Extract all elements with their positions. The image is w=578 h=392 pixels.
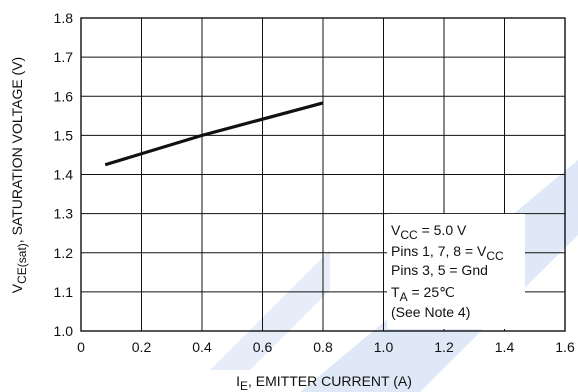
x-tick-label: 1.0 <box>374 339 394 355</box>
y-tick-label: 1.0 <box>54 323 74 339</box>
x-tick-labels: 0 0.2 0.4 0.6 0.8 1.0 1.2 1.4 1.6 <box>77 339 575 355</box>
annotation-line: VCC = 5.0 V <box>391 222 467 242</box>
y-tick-label: 1.7 <box>54 49 74 65</box>
y-tick-label: 1.1 <box>54 284 74 300</box>
x-axis-label: IE, EMITTER CURRENT (A) <box>236 373 412 392</box>
x-tick-label: 1.4 <box>495 339 515 355</box>
plot-frame <box>80 17 566 332</box>
x-tick-label: 0.6 <box>253 339 273 355</box>
x-tick-label: 0 <box>77 339 85 355</box>
y-tick-label: 1.2 <box>54 245 74 261</box>
y-tick-labels: 1.0 1.1 1.2 1.3 1.4 1.5 1.6 1.7 1.8 <box>54 10 74 339</box>
x-tick-label: 0.8 <box>313 339 333 355</box>
y-tick-label: 1.6 <box>54 88 74 104</box>
annotation-line: TA = 25℃ <box>391 284 455 304</box>
annotation-line: (See Note 4) <box>391 304 470 320</box>
annotation-line: Pins 1, 7, 8 = VCC <box>391 243 504 263</box>
series-line <box>104 101 324 167</box>
annotation-line: Pins 3, 5 = Gnd <box>391 262 488 278</box>
x-tick-label: 0.2 <box>132 339 152 355</box>
annotation-background <box>387 214 525 329</box>
y-axis-label: VCE(sat), SATURATION VOLTAGE (V) <box>9 57 29 293</box>
x-tick-label: 0.4 <box>192 339 212 355</box>
y-tick-label: 1.8 <box>54 10 74 26</box>
y-tick-label: 1.4 <box>54 167 74 183</box>
x-tick-label: 1.2 <box>434 339 454 355</box>
x-tick-label: 1.6 <box>555 339 575 355</box>
y-tick-label: 1.3 <box>54 206 74 222</box>
series <box>104 101 324 167</box>
y-tick-label: 1.5 <box>54 127 74 143</box>
